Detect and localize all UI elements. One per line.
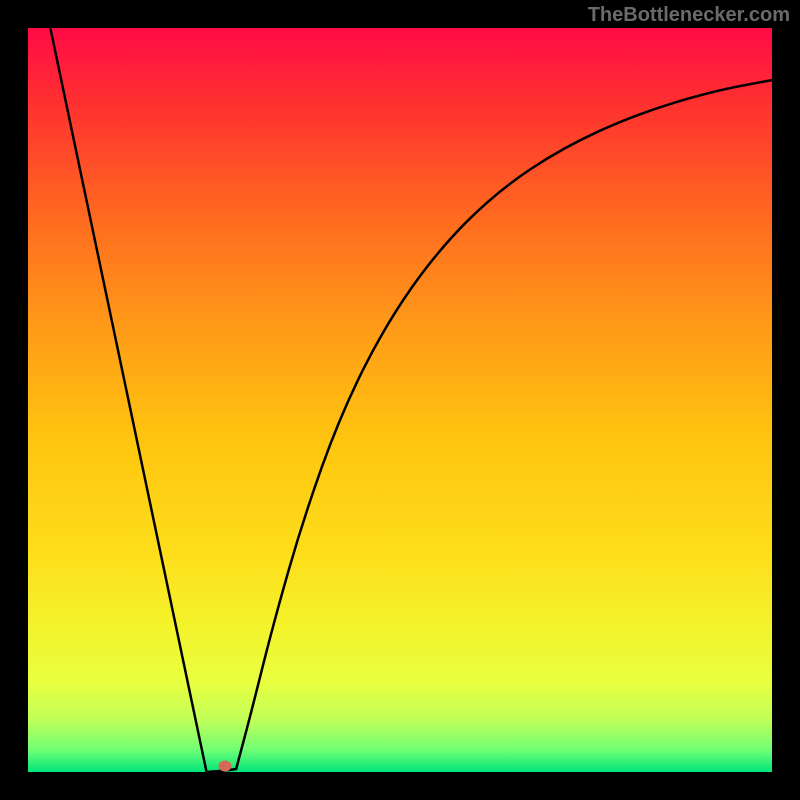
- bottleneck-curve: [28, 28, 772, 772]
- chart-container: TheBottlenecker.com: [0, 0, 800, 800]
- optimal-point-marker: [219, 761, 232, 772]
- plot-area: [28, 28, 772, 772]
- curve-path: [50, 28, 772, 772]
- watermark-text: TheBottlenecker.com: [588, 4, 790, 27]
